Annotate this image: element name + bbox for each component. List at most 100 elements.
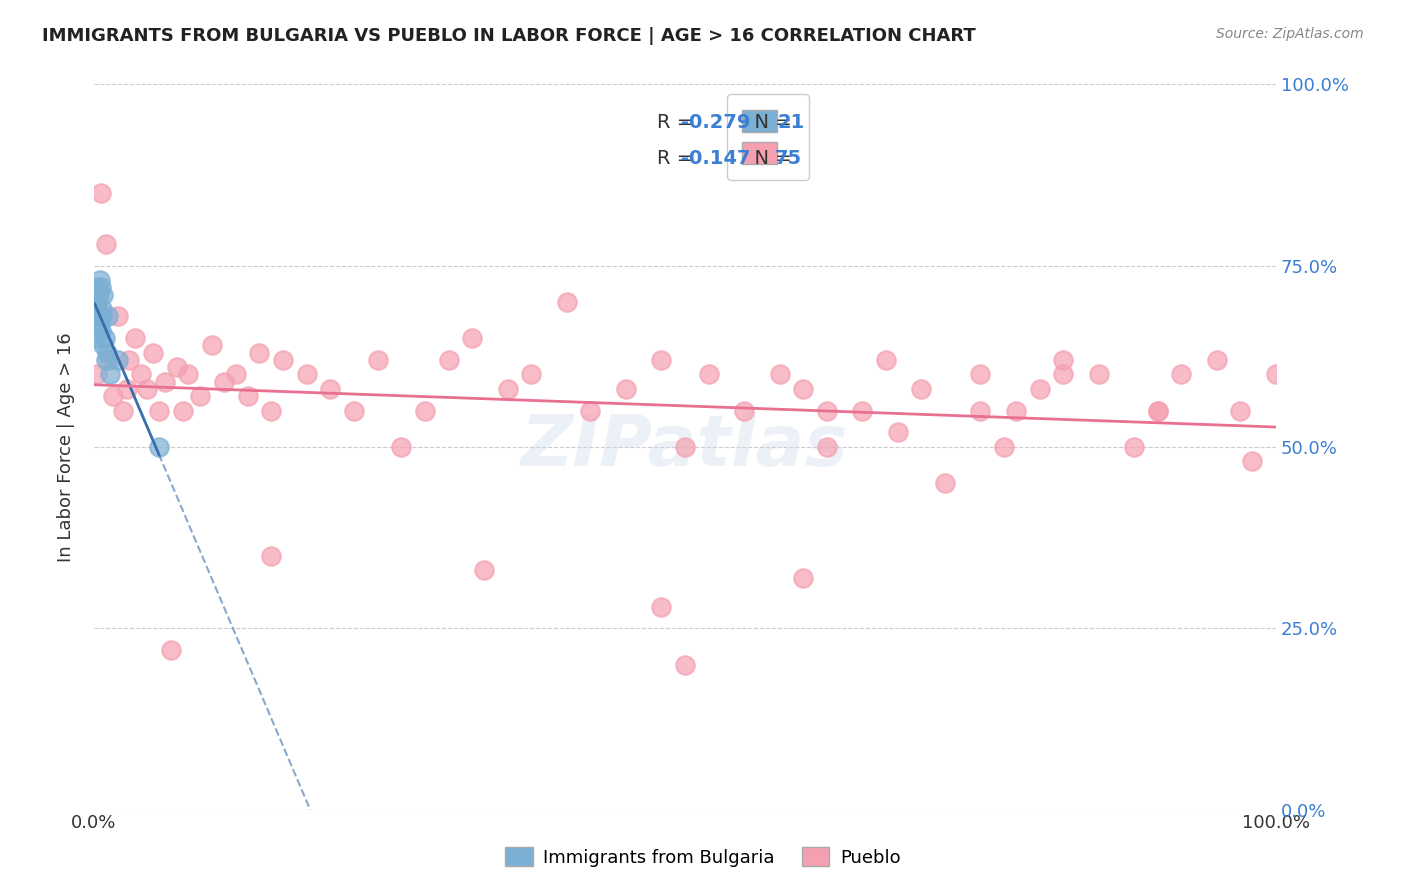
- Point: [107, 310, 129, 324]
- Point: [97, 310, 120, 324]
- Point: [93, 331, 115, 345]
- Point: [1265, 368, 1288, 382]
- Point: [851, 403, 873, 417]
- Point: [89, 317, 111, 331]
- Point: [148, 440, 170, 454]
- Text: -0.147: -0.147: [682, 149, 751, 168]
- Point: [249, 345, 271, 359]
- Point: [815, 403, 838, 417]
- Point: [107, 353, 129, 368]
- Point: [1170, 368, 1192, 382]
- Point: [94, 353, 117, 368]
- Point: [90, 186, 112, 201]
- Point: [100, 368, 122, 382]
- Point: [159, 643, 181, 657]
- Point: [969, 403, 991, 417]
- Text: ZIPatlas: ZIPatlas: [522, 412, 849, 482]
- Point: [934, 476, 956, 491]
- Point: [1052, 368, 1074, 382]
- Point: [129, 368, 152, 382]
- Point: [1205, 353, 1227, 368]
- Point: [673, 440, 696, 454]
- Point: [319, 382, 342, 396]
- Point: [260, 403, 283, 417]
- Point: [84, 331, 107, 345]
- Point: [89, 273, 111, 287]
- Point: [496, 382, 519, 396]
- Point: [1087, 368, 1109, 382]
- Point: [90, 280, 112, 294]
- Point: [91, 302, 114, 317]
- Point: [236, 389, 259, 403]
- Point: [93, 338, 115, 352]
- Point: [768, 368, 790, 382]
- Point: [91, 310, 114, 324]
- Point: [650, 599, 672, 614]
- Point: [271, 353, 294, 368]
- Point: [98, 353, 121, 368]
- Point: [93, 287, 115, 301]
- Point: [413, 403, 436, 417]
- Point: [86, 280, 108, 294]
- Point: [1005, 403, 1028, 417]
- Point: [993, 440, 1015, 454]
- Point: [461, 331, 484, 345]
- Point: [343, 403, 366, 417]
- Text: N =: N =: [742, 149, 797, 168]
- Text: 75: 75: [775, 149, 801, 168]
- Point: [225, 368, 247, 382]
- Point: [96, 345, 118, 359]
- Legend: , : ,: [727, 95, 808, 180]
- Point: [733, 403, 755, 417]
- Point: [166, 360, 188, 375]
- Point: [148, 403, 170, 417]
- Point: [87, 287, 110, 301]
- Point: [115, 382, 138, 396]
- Text: Source: ZipAtlas.com: Source: ZipAtlas.com: [1216, 27, 1364, 41]
- Point: [520, 368, 543, 382]
- Point: [792, 570, 814, 584]
- Point: [472, 563, 495, 577]
- Legend: Immigrants from Bulgaria, Pueblo: Immigrants from Bulgaria, Pueblo: [498, 840, 908, 874]
- Text: -0.279: -0.279: [682, 112, 751, 132]
- Point: [389, 440, 412, 454]
- Point: [295, 368, 318, 382]
- Text: 21: 21: [778, 112, 804, 132]
- Point: [437, 353, 460, 368]
- Point: [1052, 353, 1074, 368]
- Point: [172, 403, 194, 417]
- Point: [1028, 382, 1050, 396]
- Y-axis label: In Labor Force | Age > 16: In Labor Force | Age > 16: [58, 332, 75, 562]
- Point: [87, 310, 110, 324]
- Text: R =: R =: [657, 112, 699, 132]
- Point: [260, 549, 283, 563]
- Point: [136, 382, 159, 396]
- Text: IMMIGRANTS FROM BULGARIA VS PUEBLO IN LABOR FORCE | AGE > 16 CORRELATION CHART: IMMIGRANTS FROM BULGARIA VS PUEBLO IN LA…: [42, 27, 976, 45]
- Point: [112, 403, 135, 417]
- Point: [188, 389, 211, 403]
- Point: [101, 389, 124, 403]
- Point: [367, 353, 389, 368]
- Point: [673, 657, 696, 672]
- Point: [579, 403, 602, 417]
- Point: [1241, 454, 1264, 468]
- Point: [910, 382, 932, 396]
- Point: [84, 310, 107, 324]
- Point: [124, 331, 146, 345]
- Point: [1123, 440, 1146, 454]
- Point: [90, 324, 112, 338]
- Point: [650, 353, 672, 368]
- Point: [86, 295, 108, 310]
- Point: [555, 295, 578, 310]
- Text: R =: R =: [657, 149, 699, 168]
- Point: [875, 353, 897, 368]
- Point: [886, 425, 908, 440]
- Point: [614, 382, 637, 396]
- Text: N =: N =: [742, 112, 797, 132]
- Point: [142, 345, 165, 359]
- Point: [86, 368, 108, 382]
- Point: [815, 440, 838, 454]
- Point: [1146, 403, 1168, 417]
- Point: [1229, 403, 1251, 417]
- Point: [697, 368, 720, 382]
